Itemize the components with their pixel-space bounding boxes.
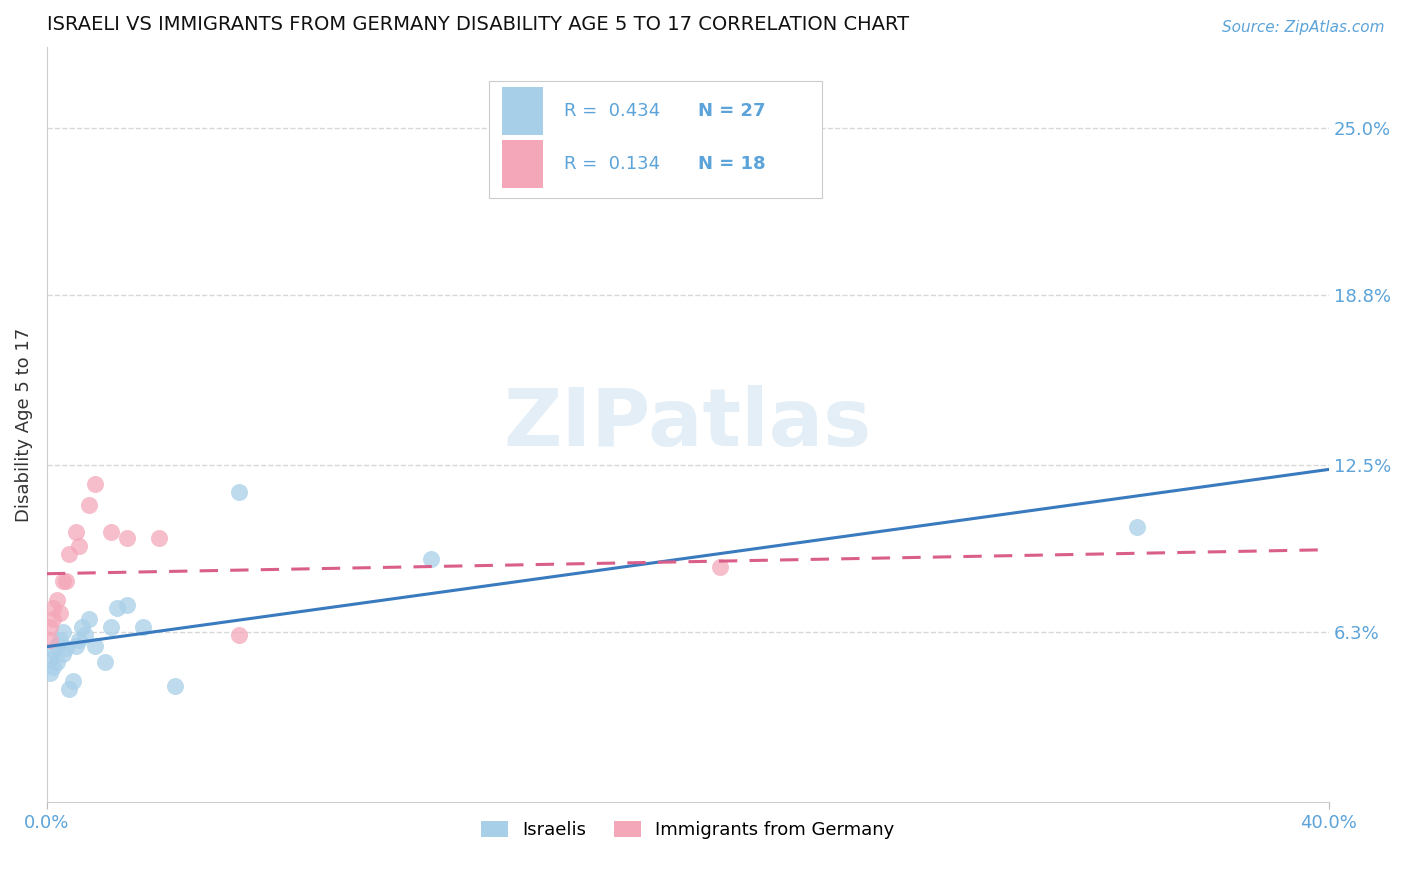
Point — [148, 531, 170, 545]
Text: ZIPatlas: ZIPatlas — [503, 385, 872, 464]
Point — [48, 633, 70, 648]
Point — [67, 633, 90, 648]
Point — [100, 525, 122, 540]
Point — [52, 647, 75, 661]
Point — [115, 599, 138, 613]
Point — [709, 560, 731, 574]
Point — [84, 639, 107, 653]
FancyBboxPatch shape — [489, 80, 823, 198]
Point — [58, 547, 80, 561]
Point — [420, 552, 443, 566]
Point — [58, 681, 80, 696]
Point — [65, 639, 87, 653]
FancyBboxPatch shape — [502, 140, 543, 188]
Point — [165, 679, 187, 693]
Point — [55, 574, 77, 588]
Point — [77, 612, 100, 626]
Point — [132, 620, 155, 634]
Point — [39, 633, 62, 648]
Text: N = 27: N = 27 — [699, 102, 766, 120]
Point — [100, 620, 122, 634]
Text: N = 18: N = 18 — [699, 155, 766, 173]
Point — [52, 574, 75, 588]
Point — [42, 612, 65, 626]
Point — [67, 539, 90, 553]
Point — [45, 655, 67, 669]
Point — [39, 620, 62, 634]
Point — [45, 639, 67, 653]
Text: ISRAELI VS IMMIGRANTS FROM GERMANY DISABILITY AGE 5 TO 17 CORRELATION CHART: ISRAELI VS IMMIGRANTS FROM GERMANY DISAB… — [46, 15, 910, 34]
Point — [70, 620, 93, 634]
Point — [228, 484, 250, 499]
Point — [42, 601, 65, 615]
Point — [228, 628, 250, 642]
Legend: Israelis, Immigrants from Germany: Israelis, Immigrants from Germany — [474, 814, 901, 847]
Point — [39, 652, 62, 666]
Point — [1125, 520, 1147, 534]
Text: R =  0.134: R = 0.134 — [564, 155, 659, 173]
Y-axis label: Disability Age 5 to 17: Disability Age 5 to 17 — [15, 327, 32, 522]
Point — [105, 601, 128, 615]
Point — [39, 665, 62, 680]
Point — [55, 641, 77, 656]
Point — [45, 593, 67, 607]
Point — [42, 660, 65, 674]
Point — [77, 499, 100, 513]
Point — [65, 525, 87, 540]
Point — [115, 531, 138, 545]
Point — [93, 655, 115, 669]
Text: R =  0.434: R = 0.434 — [564, 102, 659, 120]
Point — [84, 476, 107, 491]
Point — [75, 628, 97, 642]
Point — [42, 644, 65, 658]
Point — [62, 673, 84, 688]
Text: Source: ZipAtlas.com: Source: ZipAtlas.com — [1222, 20, 1385, 35]
Point — [48, 607, 70, 621]
Point — [52, 625, 75, 640]
FancyBboxPatch shape — [502, 87, 543, 135]
